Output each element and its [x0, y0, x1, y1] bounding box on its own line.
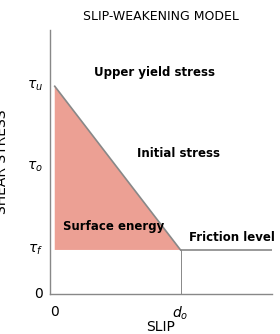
Text: $\tau_u$: $\tau_u$ — [27, 79, 43, 94]
Text: $\tau_f$: $\tau_f$ — [28, 243, 43, 257]
Text: 0: 0 — [50, 305, 59, 319]
Text: 0: 0 — [34, 287, 43, 301]
Text: Initial stress: Initial stress — [137, 147, 220, 160]
Title: SLIP-WEAKENING MODEL: SLIP-WEAKENING MODEL — [83, 10, 239, 23]
Text: Friction level: Friction level — [189, 231, 275, 244]
Text: SHEAR STRESS: SHEAR STRESS — [0, 110, 9, 214]
Text: $\tau_o$: $\tau_o$ — [27, 160, 43, 174]
Text: SLIP: SLIP — [146, 320, 176, 334]
Text: $d_o$: $d_o$ — [172, 305, 189, 322]
Text: Surface energy: Surface energy — [63, 220, 165, 233]
Polygon shape — [55, 86, 181, 250]
Text: Upper yield stress: Upper yield stress — [94, 66, 215, 79]
